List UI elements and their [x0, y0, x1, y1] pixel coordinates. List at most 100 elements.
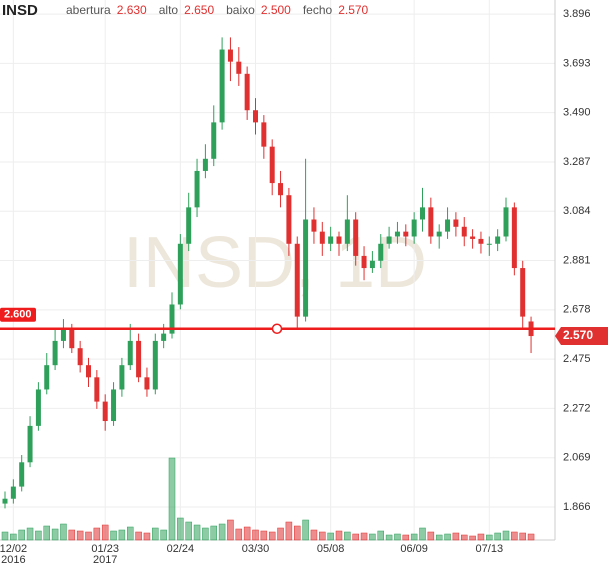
volume-bar — [377, 530, 384, 541]
last-price-tag — [555, 327, 608, 346]
candle-body — [486, 243, 492, 245]
candle-body — [227, 49, 233, 62]
x-tick-label: 12/02 — [0, 543, 27, 555]
volume-bar — [319, 531, 326, 541]
y-tick-label: 3.287 — [563, 156, 591, 168]
candle-body — [19, 462, 25, 487]
candle-body — [86, 365, 91, 378]
symbol: INSD — [2, 2, 38, 19]
volume-bar — [43, 525, 50, 541]
candle-body — [311, 219, 317, 232]
price-line-tag — [0, 307, 36, 322]
candle-body — [478, 238, 484, 244]
volume-bar — [35, 530, 42, 541]
volume-bar — [76, 530, 84, 541]
volume-bar — [452, 532, 460, 541]
candle-body — [378, 243, 384, 261]
volume-bar — [344, 531, 351, 541]
volume-bar — [385, 534, 393, 541]
candle-body — [253, 110, 258, 123]
volume-bar — [26, 527, 34, 541]
volume-bar — [335, 530, 343, 541]
candle-body — [369, 260, 375, 269]
header-key: abertura — [66, 3, 111, 17]
x-year-label: 2017 — [93, 554, 117, 566]
y-tick-label: 1.866 — [563, 501, 591, 513]
candle-body — [211, 122, 217, 159]
candle-body — [10, 486, 16, 499]
y-tick-label: 3.693 — [563, 57, 591, 69]
volume-bar — [10, 533, 17, 541]
volume-bar — [310, 529, 318, 541]
volume-bar — [519, 532, 526, 541]
candle-body — [453, 219, 459, 227]
volume-bar — [135, 531, 142, 541]
x-tick-label: 07/13 — [476, 543, 504, 555]
volume-bar — [277, 527, 284, 541]
candle-body — [294, 243, 300, 317]
volume-bar — [218, 523, 226, 541]
x-tick-label: 05/08 — [317, 543, 345, 555]
candle-body — [35, 389, 41, 426]
candle-body — [111, 389, 117, 422]
volume-bar — [294, 525, 301, 541]
candle-body — [186, 207, 192, 244]
last-price-label: 2.570 — [563, 328, 593, 342]
x-year-label: 2016 — [1, 554, 25, 566]
candle-body — [69, 328, 75, 349]
volume-bar — [93, 527, 101, 541]
volume-bar — [202, 527, 209, 541]
volume-bar — [369, 533, 376, 541]
volume-bar — [427, 531, 435, 541]
volume-bar — [235, 528, 243, 541]
candle-body — [136, 340, 142, 378]
candle-body — [119, 365, 125, 390]
volume-bar — [85, 531, 92, 541]
volume-bar — [285, 521, 293, 541]
volume-bar — [243, 526, 251, 541]
volume-bar — [110, 530, 117, 541]
volume-bar — [1, 531, 9, 541]
header-value: 2.570 — [338, 3, 368, 17]
candle-body — [403, 231, 409, 237]
volume-bar — [260, 530, 268, 541]
y-tick-label: 3.084 — [563, 205, 591, 217]
volume-bar — [252, 529, 259, 541]
x-tick-label: 03/30 — [242, 543, 270, 555]
volume-bar — [461, 534, 468, 541]
volume-bar — [410, 533, 418, 541]
header-key: alto — [159, 3, 179, 17]
candle-body — [244, 73, 250, 111]
candle-body — [261, 122, 267, 147]
volume-bar — [60, 523, 67, 541]
y-tick-label: 3.896 — [563, 8, 591, 20]
volume-bar — [118, 529, 126, 541]
volume-bar — [511, 531, 518, 541]
volume-bar — [502, 530, 510, 541]
candle-body — [336, 236, 342, 244]
volume-bar — [477, 533, 485, 541]
candle-body — [44, 365, 50, 390]
volume-bar — [494, 532, 501, 541]
volume-bar — [469, 535, 476, 541]
volume-bar — [152, 527, 159, 541]
candle-body — [411, 219, 417, 237]
volume-bar — [352, 533, 359, 541]
volume-bar — [193, 524, 201, 541]
candle-body — [52, 340, 58, 366]
volume-bar — [51, 528, 59, 541]
header-key: fecho — [303, 3, 333, 17]
candle-body — [169, 304, 175, 334]
candle-body — [94, 377, 100, 402]
volume-bar — [268, 531, 276, 541]
candle-body — [386, 236, 392, 244]
volume-bar — [177, 517, 184, 541]
volume-bar — [143, 532, 151, 541]
candle-body — [27, 425, 33, 463]
candle-body — [428, 207, 434, 237]
candle-body — [470, 236, 476, 239]
candle-body — [102, 401, 108, 422]
y-tick-label: 2.069 — [563, 452, 591, 464]
volume-bar — [168, 457, 176, 541]
